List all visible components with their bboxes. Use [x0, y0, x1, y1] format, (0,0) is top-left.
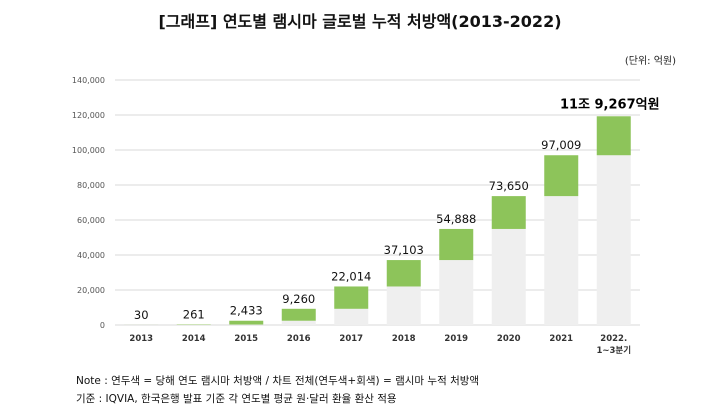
value-label: 9,260: [282, 292, 315, 306]
unit-label: (단위: 억원): [624, 56, 676, 67]
y-tick-label: 40,000: [77, 251, 105, 260]
source-line: 기준 : IQVIA, 한국은행 발표 기준 각 연도별 평균 원·달러 환율 …: [76, 393, 397, 405]
x-tick-label: 2014: [182, 334, 206, 344]
notes: Note : 연두색 = 당해 연도 램시마 처방액 / 차트 전체(연두색+회…: [76, 372, 479, 408]
x-tick-label: 2018: [392, 334, 416, 344]
x-tick-label: 1~3분기: [596, 345, 631, 356]
y-tick-label: 0: [100, 321, 105, 330]
x-tick-label: 2019: [444, 334, 468, 344]
value-label: 30: [134, 308, 149, 322]
x-tick-label: 2020: [497, 334, 521, 344]
value-label: 37,103: [384, 243, 424, 257]
bar-segment-current: [439, 228, 474, 261]
bar-segment-current: [386, 260, 421, 287]
bar-segment-previous: [334, 308, 369, 325]
y-tick-label: 60,000: [77, 216, 105, 225]
value-label: 11조 9,267억원: [560, 97, 660, 112]
x-tick-label: 2021: [549, 334, 573, 344]
x-tick-label: 2016: [287, 334, 311, 344]
x-tick-label: 2017: [339, 334, 363, 344]
value-label: 22,014: [331, 269, 371, 283]
bar-segment-current: [544, 155, 579, 197]
bar-segment-current: [334, 286, 369, 309]
value-label: 54,888: [436, 212, 476, 226]
value-label: 261: [183, 308, 205, 322]
bar-segment-previous: [281, 320, 316, 325]
x-tick-label: 2022.: [600, 334, 627, 344]
bar-segment-previous: [386, 286, 421, 325]
x-tick-label: 2013: [129, 334, 153, 344]
bar-segment-previous: [491, 228, 526, 325]
y-tick-label: 120,000: [72, 111, 105, 120]
chart-title: [그래프] 연도별 램시마 글로벌 누적 처방액(2013-2022): [158, 12, 562, 31]
bar-segment-current: [229, 320, 264, 325]
y-tick-label: 20,000: [77, 286, 105, 295]
x-tick-label: 2015: [234, 334, 258, 344]
bar-segment-previous: [439, 260, 474, 325]
bar-segment-previous: [544, 196, 579, 325]
note-line: Note : 연두색 = 당해 연도 램시마 처방액 / 차트 전체(연두색+회…: [76, 375, 480, 387]
value-label: 97,009: [541, 138, 581, 152]
bar-segment-current: [596, 116, 631, 156]
bar-segment-previous: [596, 155, 631, 325]
y-tick-label: 100,000: [72, 146, 105, 155]
y-tick-label: 80,000: [77, 181, 105, 190]
value-label: 73,650: [489, 179, 529, 193]
bar-segment-current: [491, 196, 526, 229]
bar-segment-current: [281, 308, 316, 321]
y-tick-label: 140,000: [72, 76, 105, 85]
value-label: 2,433: [230, 304, 263, 318]
